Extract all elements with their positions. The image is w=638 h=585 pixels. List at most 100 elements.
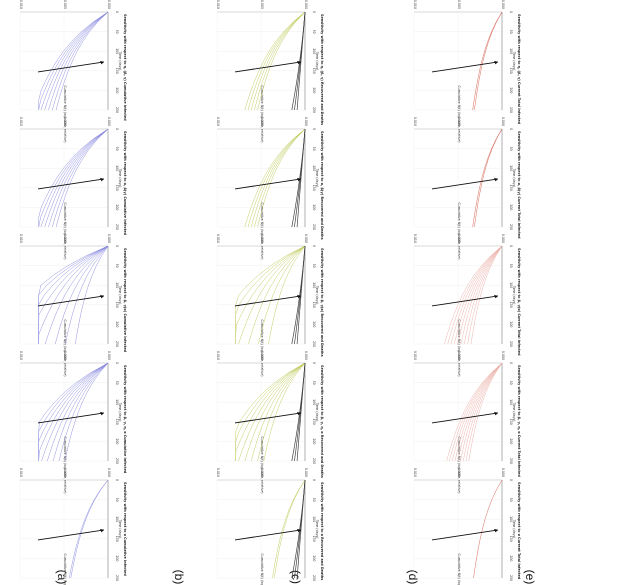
y-axis-label: Cumulative N(t) (log-scale, relative) (260, 436, 264, 493)
panel-title: Sensitivity with respect to α, β(γ) Cumu… (123, 131, 127, 236)
series-line (473, 479, 503, 579)
annotation-arrow (234, 412, 302, 424)
y-axis-label: Cumulative N(t) (log-scale, relative) (260, 319, 264, 376)
x-tick-label: 200 (312, 204, 316, 210)
annotation-arrow (234, 295, 302, 307)
y-axis-label: Cumulative N(t) (log-scale, relative) (457, 85, 461, 142)
x-tick-label: 200 (115, 204, 119, 210)
y-axis-label: Cumulative N(t) (log-scale, relative) (457, 319, 461, 376)
arrow-head (494, 411, 498, 416)
series-line (38, 362, 109, 461)
annotation-arrow (234, 61, 302, 73)
series-line (55, 128, 109, 228)
x-tick-label: 250 (115, 107, 119, 113)
x-tick-label: 150 (312, 302, 316, 308)
arrow-head (100, 177, 104, 182)
panel-title: Sensitivity with respect to β, γ, η, α C… (517, 365, 521, 477)
y-tick-label: 0.000 (107, 234, 111, 243)
series-line (474, 11, 503, 111)
x-axis-label: Time (days) (512, 168, 516, 188)
x-tick-label: 250 (115, 224, 119, 230)
panel-title: Sensitivity with respect to β, γ, η, α C… (123, 365, 127, 474)
annotation-arrow (234, 529, 302, 541)
y-tick-label: 0.000 (107, 117, 111, 126)
annotation-arrow (234, 178, 302, 190)
panel: 0 50 100 150 200 250 0.000 0.005 0.010 Sensitivit… (216, 117, 324, 260)
series-line (54, 245, 109, 345)
x-tick-label: 250 (312, 458, 316, 464)
x-tick-label: 200 (509, 555, 513, 561)
row-label: (c) (289, 570, 303, 584)
annotation-arrow (431, 295, 499, 307)
panel: 0 50 100 150 200 250 0.000 0.005 0.010 Sensitivit… (216, 351, 324, 494)
annotation-arrow (431, 529, 499, 541)
series-line (52, 362, 109, 462)
panel-title: Sensitivity with respect to η, (β, γ) Cu… (517, 14, 521, 125)
series-line (38, 362, 109, 461)
panel: 0 50 100 150 200 250 0.000 0.005 0.010 Sensitivit… (413, 468, 521, 585)
series-line (44, 245, 109, 345)
series-line (257, 128, 306, 228)
panel: 0 50 100 150 200 250 0.000 0.005 0.010 Sensitivit… (216, 468, 324, 585)
series-line (55, 11, 109, 111)
x-axis-label: Time (days) (315, 168, 319, 188)
panel-title: Sensitivity with respect to α Cumulative… (123, 482, 127, 576)
y-tick-label: 0.010 (413, 117, 417, 126)
y-tick-label: 0.000 (501, 351, 505, 360)
series-line (257, 362, 306, 462)
y-tick-label: 0.010 (413, 234, 417, 243)
x-tick-label: 250 (312, 341, 316, 347)
panel: 0 50 100 150 200 250 0.000 0.005 0.010 Sensitivit… (19, 468, 127, 585)
series-line (254, 128, 306, 228)
panel-title: Sensitivity with respect to α, β(γ) Reco… (320, 131, 324, 240)
series-line (69, 479, 109, 579)
y-tick-label: 0.010 (19, 351, 23, 360)
x-axis-label: Time (days) (512, 519, 516, 539)
chart-panels: 0 50 100 150 200 250 0.000 0.005 0.010 Sensitivit… (19, 0, 521, 585)
x-tick-label: 50 (509, 264, 513, 268)
x-tick-label: 150 (509, 185, 513, 191)
x-tick-label: 100 (509, 282, 513, 288)
x-tick-label: 50 (312, 498, 316, 502)
series-line (465, 362, 503, 462)
x-tick-label: 200 (312, 87, 316, 93)
series-line (472, 128, 503, 228)
series-line (457, 245, 503, 345)
y-tick-label: 0.005 (260, 0, 264, 9)
x-tick-label: 150 (115, 419, 119, 425)
panel: 0 50 100 150 200 250 0.000 0.005 0.010 Sensitivit… (216, 0, 324, 143)
series-line (247, 11, 306, 111)
panel-title: Sensitivity with respect to β, γ(α) Curr… (517, 248, 521, 356)
x-tick-label: 150 (312, 185, 316, 191)
series-line (263, 362, 306, 462)
series-line (474, 128, 503, 228)
x-tick-label: 200 (509, 321, 513, 327)
x-tick-label: 150 (115, 302, 119, 308)
series-line (454, 245, 503, 345)
x-axis-label: Time (days) (315, 519, 319, 539)
x-tick-label: 50 (509, 30, 513, 34)
arrow-head (297, 177, 301, 182)
y-tick-label: 0.005 (63, 351, 67, 360)
x-tick-label: 100 (312, 48, 316, 54)
y-tick-label: 0.005 (457, 351, 461, 360)
y-tick-label: 0.000 (501, 0, 505, 9)
y-tick-label: 0.005 (260, 468, 264, 477)
series-line (250, 128, 306, 228)
series-line (268, 245, 306, 345)
y-tick-label: 0.000 (501, 468, 505, 477)
series-line (38, 245, 109, 344)
x-tick-label: 150 (509, 419, 513, 425)
arrow-head (297, 294, 301, 299)
series-line (274, 479, 306, 579)
x-tick-label: 0 (312, 479, 316, 481)
series-line (235, 362, 306, 461)
y-tick-label: 0.000 (107, 468, 111, 477)
series-line (258, 245, 306, 345)
series-line (38, 11, 109, 111)
x-tick-label: 100 (115, 165, 119, 171)
x-tick-label: 50 (115, 498, 119, 502)
x-tick-label: 50 (509, 381, 513, 385)
series-line (454, 362, 503, 462)
series-line (64, 245, 109, 345)
